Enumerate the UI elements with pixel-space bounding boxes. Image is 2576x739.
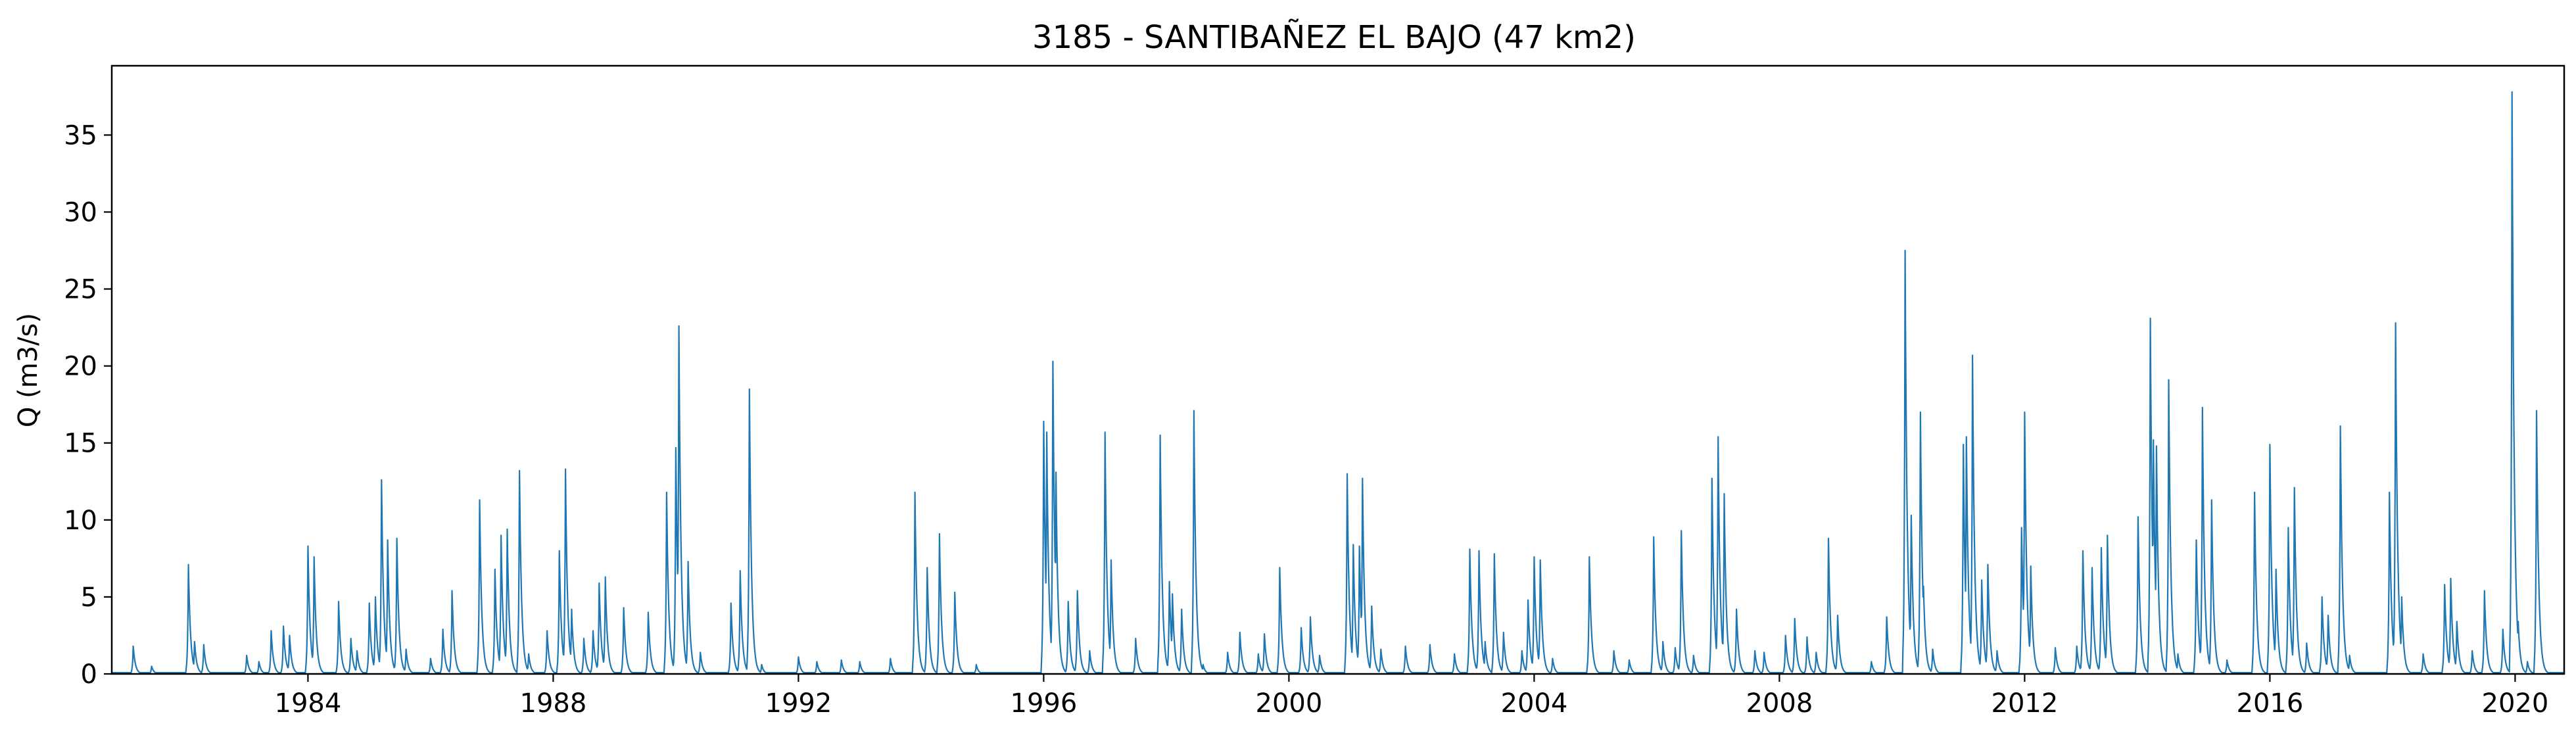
x-tick-label: 2016	[2237, 688, 2304, 719]
x-tick-label: 2000	[1256, 688, 1323, 719]
y-axis-label: Q (m3/s)	[13, 313, 43, 427]
x-tick-label: 2012	[1992, 688, 2059, 719]
y-tick-label: 15	[64, 429, 97, 459]
x-tick-label: 1996	[1011, 688, 1078, 719]
y-axis: 0 5 10 15 20 25 30 35	[64, 120, 112, 690]
x-tick-label: 1984	[275, 688, 342, 719]
y-tick-label: 0	[81, 659, 97, 690]
chart-title: 3185 - SANTIBAÑEZ EL BAJO (47 km2)	[1032, 19, 1636, 56]
x-axis: 1984 1988 1992 1996 2000 2004 2008 2012 2016 2020	[275, 674, 2549, 719]
plot-area	[111, 91, 2565, 674]
discharge-series-line	[111, 91, 2565, 674]
x-tick-label: 1988	[520, 688, 587, 719]
x-tick-label: 2004	[1501, 688, 1568, 719]
x-tick-label: 2020	[2482, 688, 2549, 719]
x-tick-label: 1992	[765, 688, 832, 719]
y-tick-label: 20	[64, 352, 97, 382]
y-tick-label: 25	[64, 275, 97, 305]
y-tick-label: 5	[81, 583, 97, 613]
axes-frame	[110, 64, 2565, 675]
y-tick-label: 30	[64, 197, 97, 227]
y-tick-label: 35	[64, 120, 97, 151]
y-tick-label: 10	[64, 506, 97, 536]
x-tick-label: 2008	[1746, 688, 1813, 719]
